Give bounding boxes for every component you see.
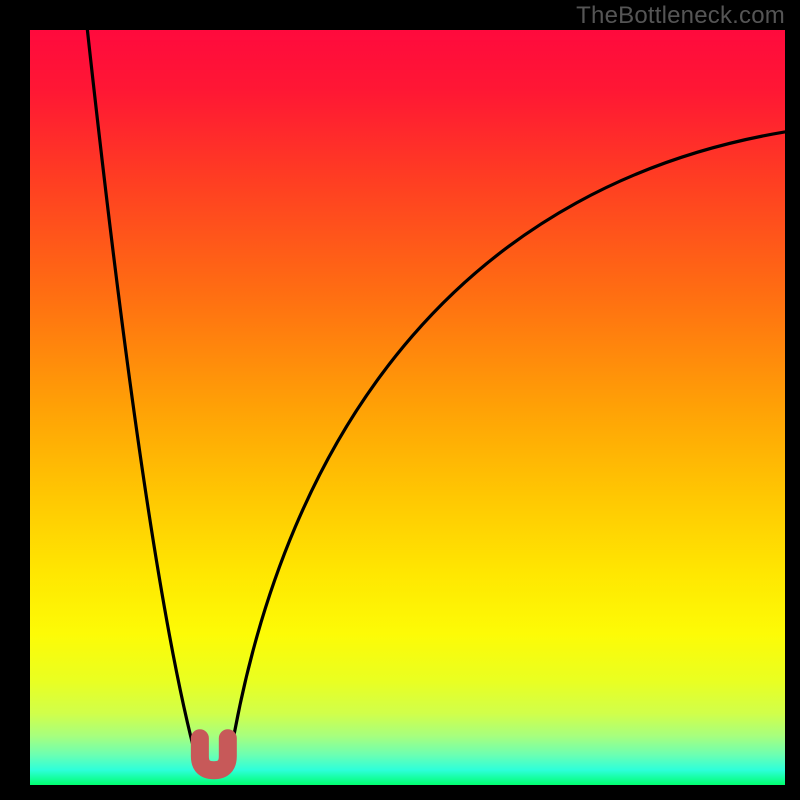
watermark-text: TheBottleneck.com xyxy=(576,2,785,30)
chart-svg xyxy=(30,30,785,785)
plot-area xyxy=(30,30,785,785)
gradient-background xyxy=(30,30,785,785)
